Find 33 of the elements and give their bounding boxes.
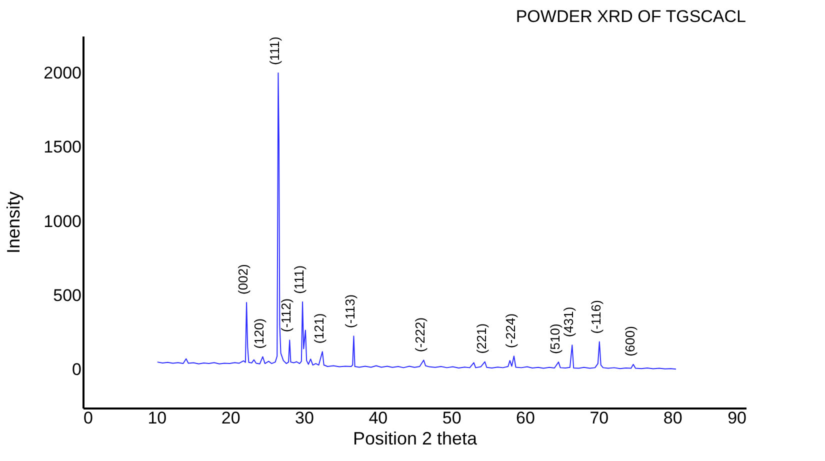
line-series	[156, 72, 677, 370]
y-tick-label: 2000	[44, 64, 82, 83]
x-tick-label: 20	[221, 408, 240, 428]
y-tick-label: 500	[53, 286, 82, 305]
annotation: (-112)	[278, 298, 294, 332]
x-tick-label: 10	[148, 408, 167, 428]
y-tick-label: 1000	[44, 212, 82, 231]
y-tick-label: 0	[72, 360, 82, 379]
y-tick-label: 1500	[44, 138, 82, 157]
annotation: (-222)	[412, 317, 428, 352]
y-axis-title: Inensity	[4, 191, 24, 254]
annotation: (431)	[561, 306, 576, 338]
chart-title: POWDER XRD OF TGSCACL	[516, 7, 746, 26]
x-tick-label: 50	[442, 408, 462, 428]
annotation: (-224)	[502, 313, 518, 348]
x-axis-title: Position 2 theta	[352, 428, 478, 448]
annotation: (121)	[311, 313, 326, 344]
annotation: (120)	[252, 318, 267, 349]
x-tick-label: 40	[368, 408, 388, 428]
x-tick-label: 0	[84, 408, 93, 428]
x-tick-label: 30	[295, 408, 314, 428]
annotation: (111)	[292, 265, 307, 294]
x-tick-label: 70	[590, 408, 609, 428]
annotation: (-113)	[342, 294, 358, 328]
x-tick-label: 60	[516, 408, 535, 428]
annotation: (600)	[622, 326, 638, 356]
annotation: (510)	[548, 324, 563, 354]
x-tick-label: 80	[663, 408, 682, 428]
annotation: (221)	[474, 323, 489, 354]
x-tick-label: 90	[728, 408, 746, 428]
annotation: (002)	[236, 264, 251, 294]
annotation: (-116)	[588, 300, 604, 334]
annotation: (111)	[267, 36, 282, 66]
